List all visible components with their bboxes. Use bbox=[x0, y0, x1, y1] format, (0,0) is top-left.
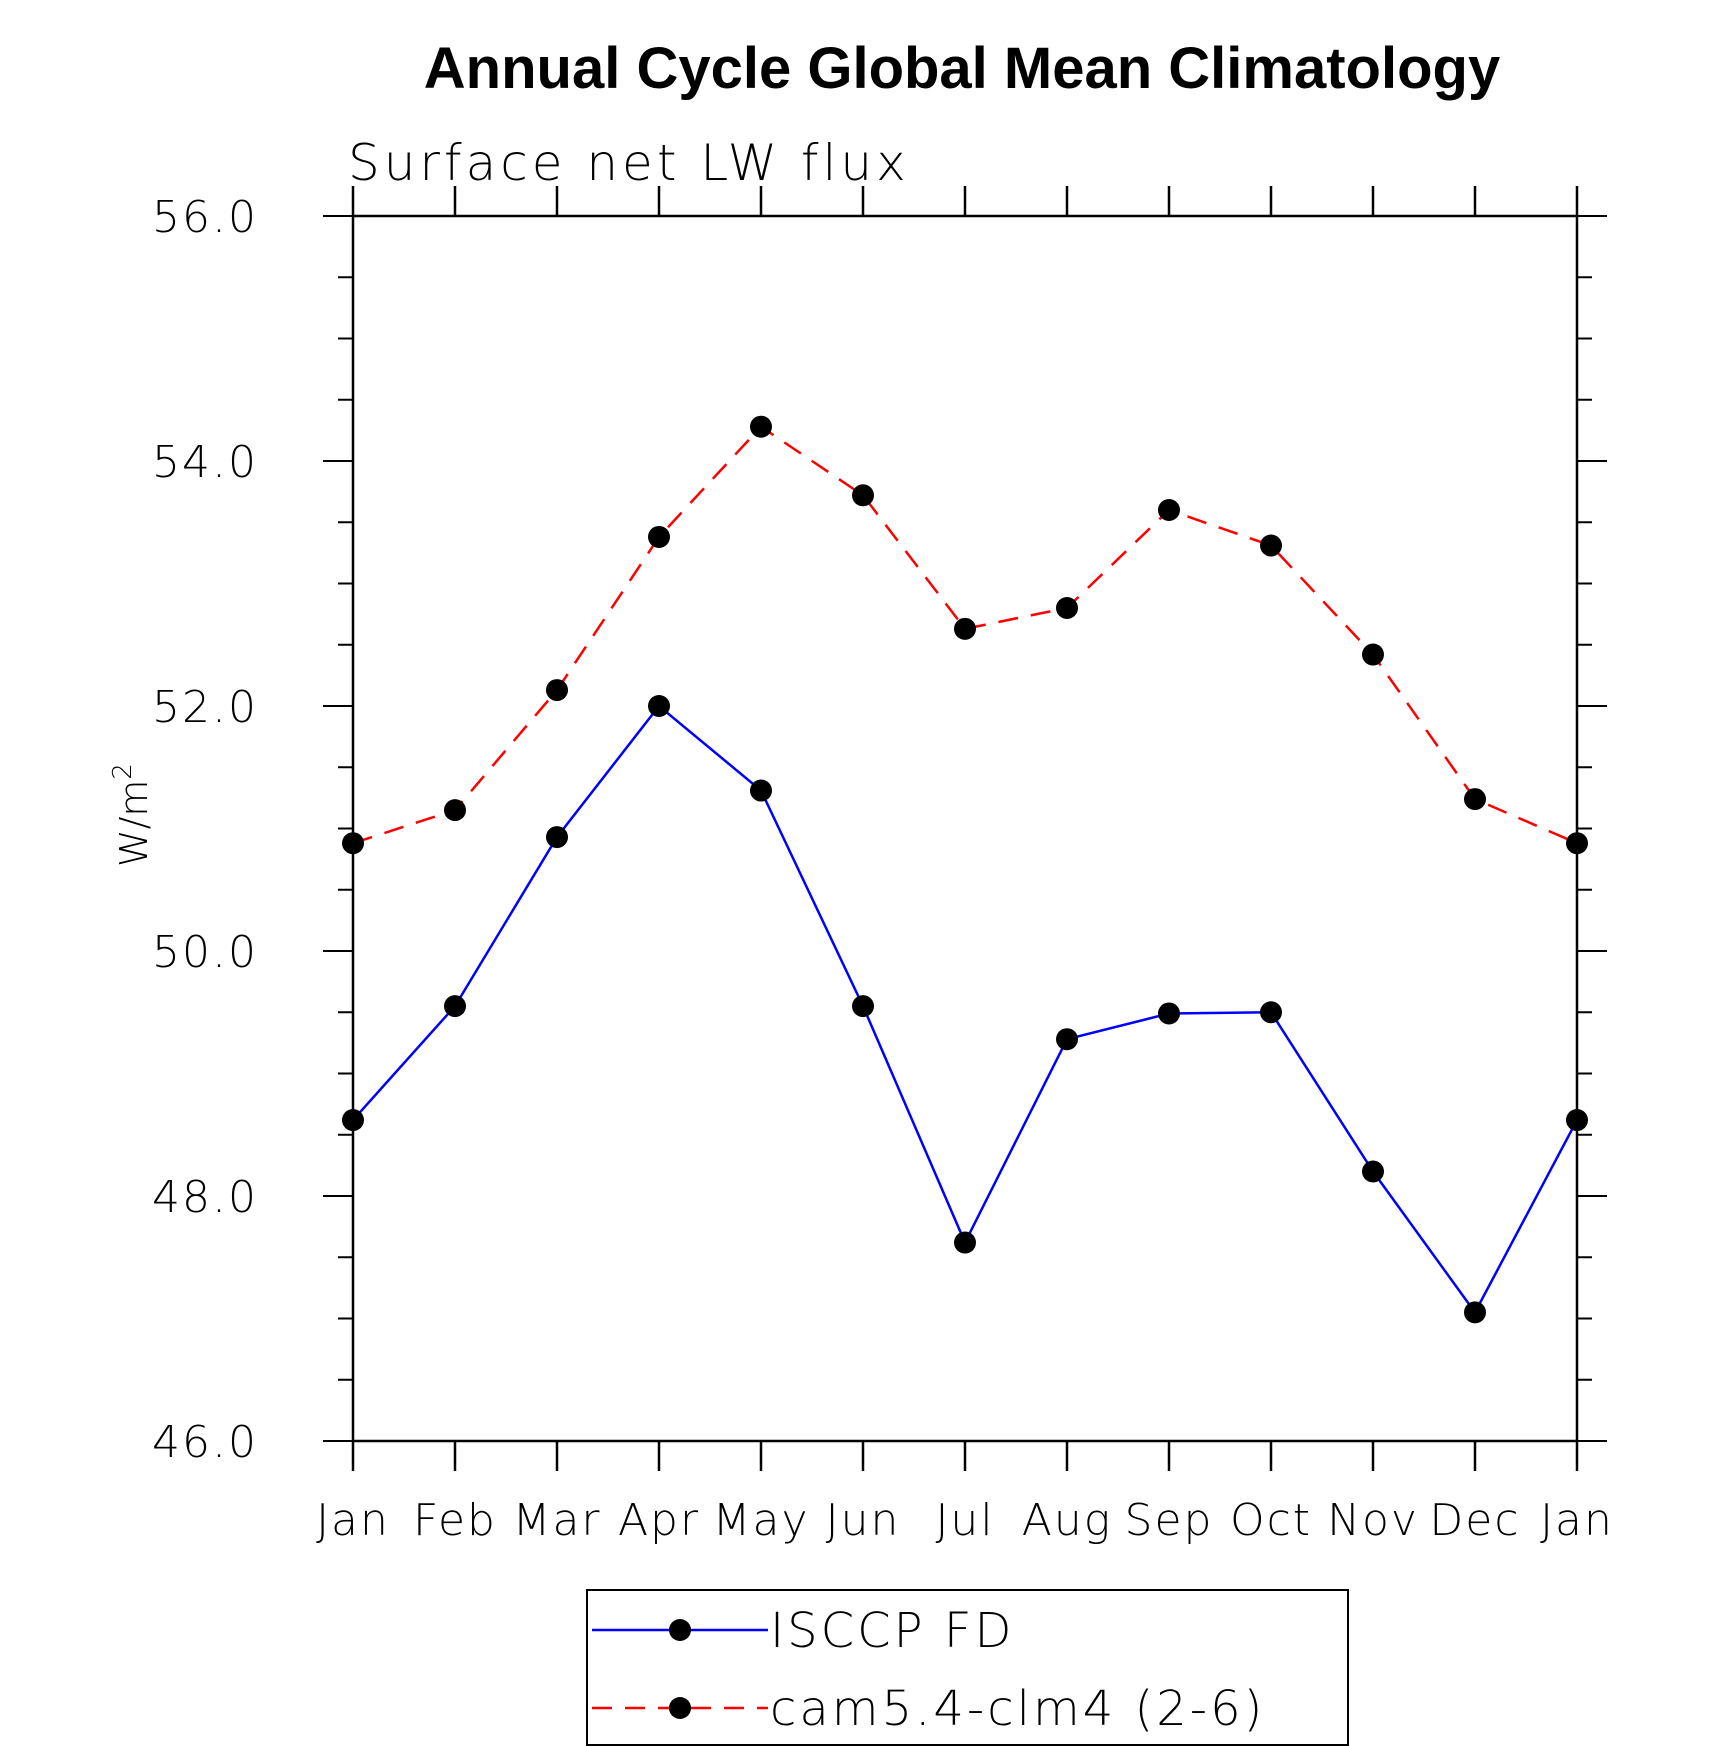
data-point-series-1 bbox=[1260, 534, 1282, 557]
legend-label-cam: cam5.4-clm4 (2-6) bbox=[770, 1681, 1265, 1737]
data-point-series-0 bbox=[342, 1109, 364, 1132]
x-tick-label: Sep bbox=[1125, 1495, 1214, 1546]
series-lines bbox=[352, 425, 1579, 1315]
y-tick-label: 52.0 bbox=[152, 682, 258, 733]
data-point-series-0 bbox=[1464, 1301, 1486, 1324]
x-tick-label: Jan bbox=[316, 1495, 390, 1546]
data-point-series-1 bbox=[1362, 643, 1384, 666]
data-point-series-0 bbox=[852, 995, 874, 1018]
data-point-series-1 bbox=[648, 525, 670, 548]
data-point-series-0 bbox=[954, 1231, 976, 1254]
legend-marker-cam bbox=[669, 1697, 691, 1719]
data-point-series-1 bbox=[750, 415, 772, 438]
x-tick-labels: Jan Feb Mar Apr May Jun Jul Aug Sep Oct Nov Dec Jan bbox=[316, 1495, 1614, 1546]
x-tick-label: Dec bbox=[1429, 1495, 1520, 1546]
legend-box bbox=[586, 1589, 1349, 1746]
x-tick-label: Apr bbox=[618, 1495, 700, 1546]
legend-label-isccp: ISCCP FD bbox=[770, 1603, 1014, 1659]
y-tick-label: 56.0 bbox=[152, 192, 258, 243]
x-tick-label: Mar bbox=[512, 1495, 601, 1546]
series-line-0 bbox=[352, 704, 1579, 1315]
data-point-series-1 bbox=[1464, 788, 1486, 811]
y-axis-label: W/m2 bbox=[108, 763, 156, 867]
y-tick-label: 54.0 bbox=[152, 437, 258, 488]
axis-ticks bbox=[323, 186, 1607, 1471]
svg-text:W/m2: W/m2 bbox=[108, 763, 156, 867]
data-point-series-1 bbox=[954, 617, 976, 640]
data-point-series-0 bbox=[444, 995, 466, 1018]
x-tick-label: Feb bbox=[413, 1495, 497, 1546]
data-point-series-0 bbox=[1158, 1002, 1180, 1025]
data-point-series-1 bbox=[546, 679, 568, 702]
data-point-series-0 bbox=[546, 826, 568, 849]
x-tick-label: Jul bbox=[935, 1495, 994, 1546]
y-tick-label: 50.0 bbox=[152, 927, 258, 978]
data-point-series-1 bbox=[1566, 832, 1588, 855]
x-tick-label: Aug bbox=[1022, 1495, 1112, 1546]
plot-frame bbox=[351, 214, 1579, 1443]
y-axis-label-superscript: 2 bbox=[108, 763, 138, 780]
chart-title: Annual Cycle Global Mean Climatology bbox=[424, 36, 1500, 101]
x-tick-label: Nov bbox=[1327, 1495, 1419, 1546]
data-point-series-0 bbox=[1056, 1028, 1078, 1051]
data-point-series-0 bbox=[750, 779, 772, 802]
chart-subtitle: Surface net LW flux bbox=[348, 134, 910, 192]
x-tick-label: May bbox=[713, 1495, 810, 1546]
legend-marker-isccp bbox=[669, 1619, 691, 1641]
y-tick-label: 48.0 bbox=[152, 1172, 258, 1223]
x-tick-label: Oct bbox=[1230, 1495, 1312, 1546]
data-point-series-1 bbox=[852, 484, 874, 507]
data-point-series-1 bbox=[1158, 499, 1180, 521]
x-tick-label: Jan bbox=[1540, 1495, 1614, 1546]
data-point-series-1 bbox=[342, 832, 364, 855]
data-point-series-0 bbox=[1362, 1160, 1384, 1183]
data-point-series-0 bbox=[1566, 1109, 1588, 1132]
data-point-series-1 bbox=[1056, 597, 1078, 619]
series-points bbox=[342, 415, 1588, 1324]
y-axis-label-text: W/m bbox=[112, 780, 156, 867]
legend: ISCCP FD cam5.4-clm4 (2-6) bbox=[586, 1589, 1349, 1746]
x-tick-label: Jun bbox=[826, 1495, 901, 1546]
data-point-series-0 bbox=[1260, 1001, 1282, 1024]
y-tick-labels: 46.0 48.0 50.0 52.0 54.0 56.0 bbox=[152, 192, 258, 1468]
plot-border bbox=[351, 214, 1579, 1443]
data-point-series-1 bbox=[444, 799, 466, 822]
data-point-series-0 bbox=[648, 695, 670, 717]
y-tick-label: 46.0 bbox=[152, 1417, 258, 1468]
